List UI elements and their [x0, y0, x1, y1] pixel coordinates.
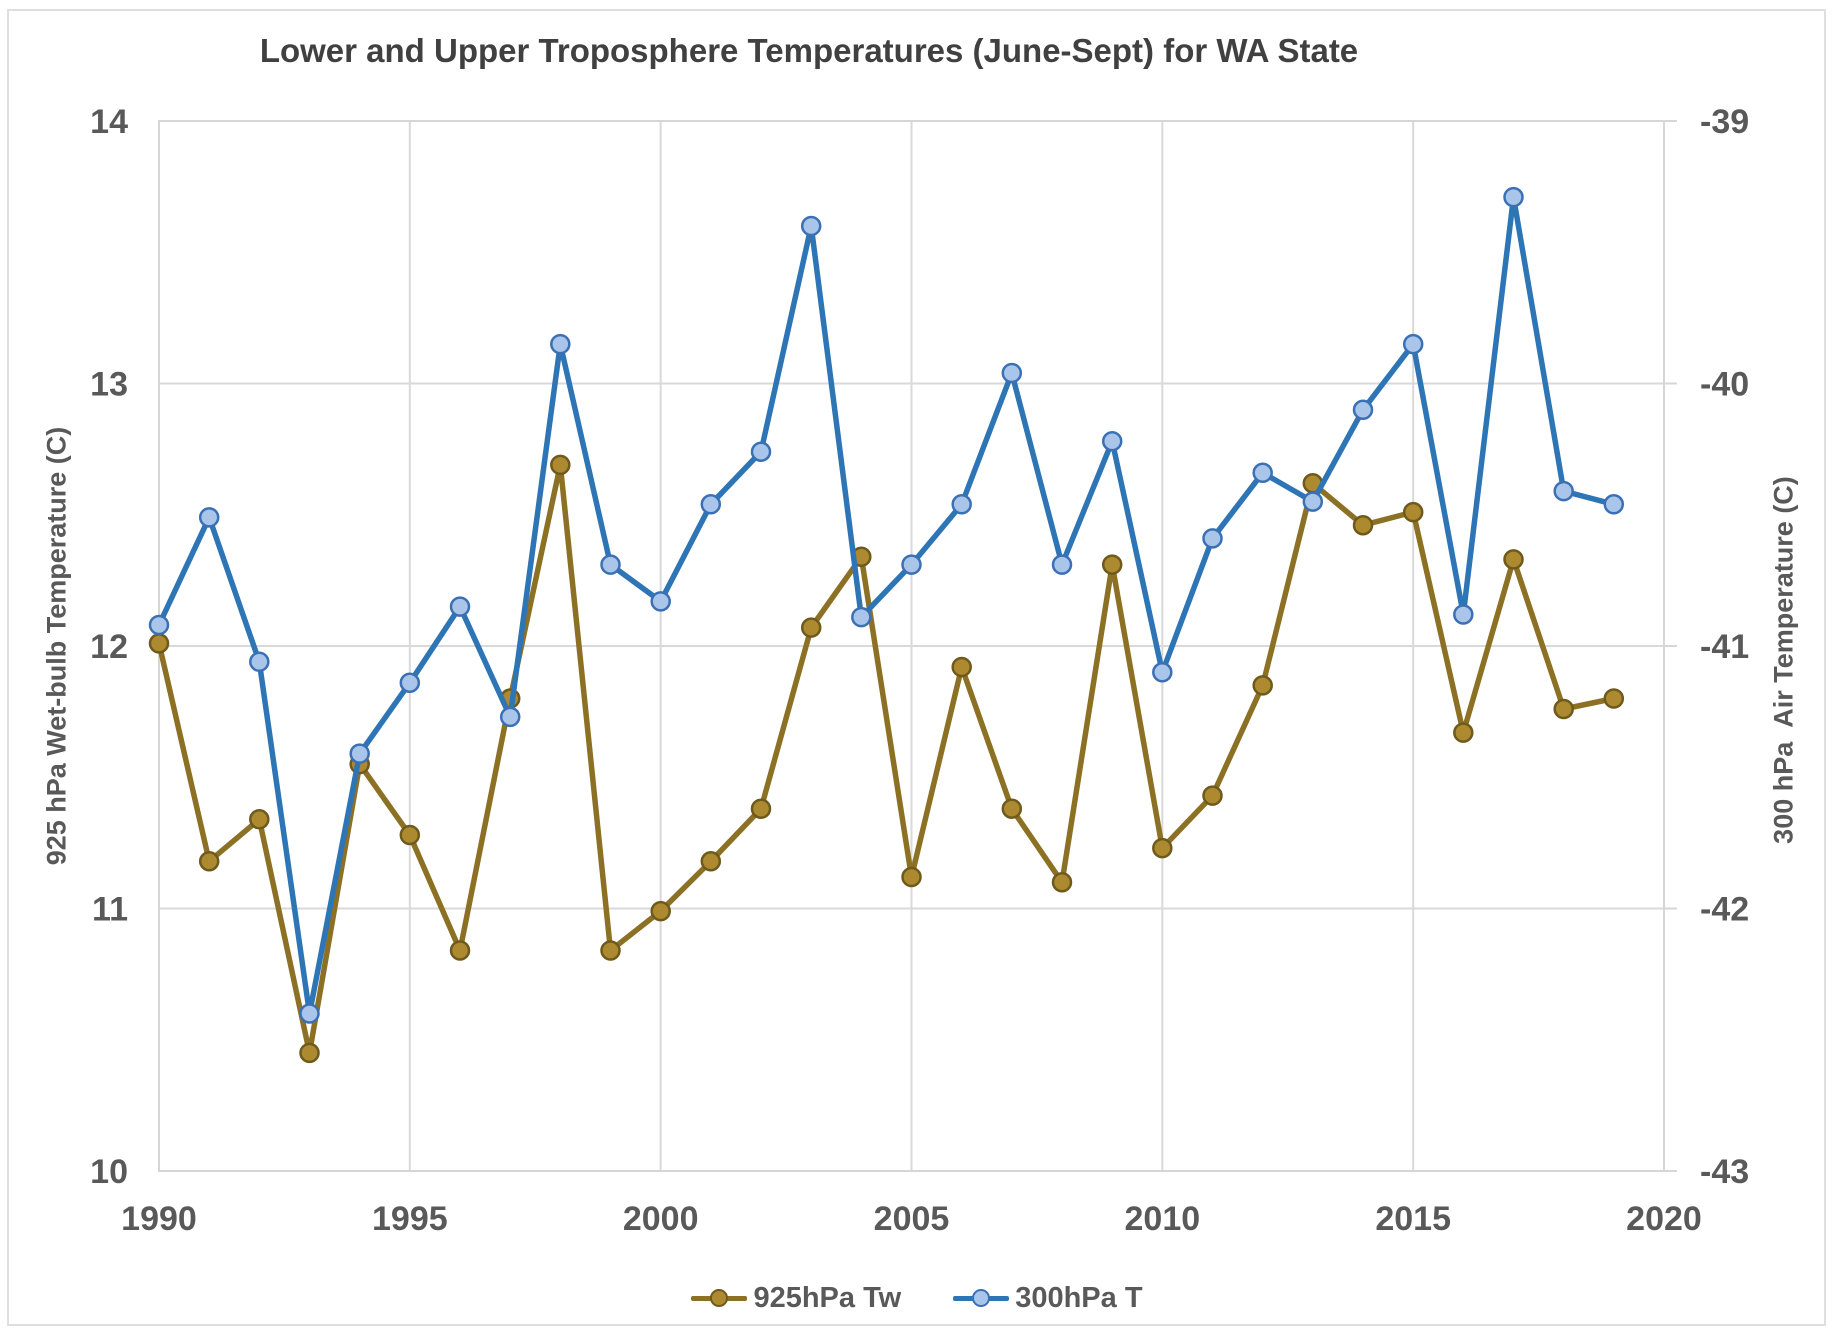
left-axis-tick-label: 12 — [90, 628, 128, 666]
data-point-300hPa-T-2006[interactable] — [951, 494, 972, 515]
data-point-300hPa-T-1999[interactable] — [600, 554, 621, 575]
legend-marker-300hPa-T — [953, 1288, 1010, 1308]
data-point-300hPa-T-1990[interactable] — [148, 614, 170, 636]
data-point-300hPa-T-2008[interactable] — [1051, 554, 1073, 575]
data-point-925hPa-Tw-2005[interactable] — [901, 866, 922, 888]
legend-item-925hPa-Tw[interactable]: 925hPa Tw — [691, 1282, 901, 1315]
data-point-925hPa-Tw-2011[interactable] — [1202, 785, 1223, 806]
data-point-925hPa-Tw-2006[interactable] — [951, 656, 972, 678]
data-point-300hPa-T-2018[interactable] — [1553, 480, 1574, 502]
data-point-300hPa-T-2012[interactable] — [1252, 462, 1273, 484]
data-point-925hPa-Tw-1993[interactable] — [299, 1042, 320, 1064]
data-point-925hPa-Tw-2017[interactable] — [1503, 549, 1524, 570]
data-point-925hPa-Tw-2002[interactable] — [750, 798, 772, 819]
series-line-300hPa-T[interactable] — [156, 194, 1617, 1017]
left-axis-tick-label: 11 — [92, 891, 128, 929]
data-point-925hPa-Tw-2007[interactable] — [1001, 798, 1023, 819]
data-point-925hPa-Tw-1991[interactable] — [198, 851, 220, 872]
x-axis-tick-label: 1995 — [372, 1200, 448, 1238]
x-axis-tick-label: 2015 — [1375, 1200, 1451, 1238]
right-axis-tick-label: -42 — [1700, 891, 1749, 929]
data-point-300hPa-T-2002[interactable] — [750, 441, 772, 462]
data-point-300hPa-T-2017[interactable] — [1503, 186, 1524, 208]
right-axis-tick-label: -39 — [1700, 103, 1749, 141]
data-point-925hPa-Tw-2016[interactable] — [1453, 722, 1474, 743]
data-point-925hPa-Tw-2001[interactable] — [700, 851, 722, 872]
data-point-925hPa-Tw-2012[interactable] — [1252, 675, 1273, 696]
left-axis-tick-label: 14 — [90, 103, 128, 141]
data-point-300hPa-T-2014[interactable] — [1352, 399, 1374, 421]
legend-label-925hPa-Tw: 925hPa Tw — [753, 1281, 902, 1314]
data-point-300hPa-T-2011[interactable] — [1202, 528, 1223, 549]
data-point-925hPa-Tw-1990[interactable] — [148, 633, 170, 654]
chart-title: Lower and Upper Troposphere Temperatures… — [259, 32, 1359, 69]
x-axis-tick-label: 2020 — [1626, 1200, 1702, 1238]
data-point-925hPa-Tw-2009[interactable] — [1101, 554, 1123, 575]
data-point-300hPa-T-2001[interactable] — [700, 494, 722, 515]
data-point-925hPa-Tw-2000[interactable] — [650, 900, 671, 922]
left-axis-tick-label: 10 — [90, 1153, 128, 1191]
data-point-925hPa-Tw-1995[interactable] — [399, 824, 421, 846]
data-point-300hPa-T-2010[interactable] — [1152, 662, 1173, 683]
data-point-300hPa-T-2009[interactable] — [1101, 430, 1123, 452]
x-axis-tick-label: 2010 — [1125, 1200, 1201, 1238]
data-point-925hPa-Tw-2019[interactable] — [1603, 688, 1625, 709]
data-point-925hPa-Tw-2014[interactable] — [1352, 514, 1374, 536]
data-point-300hPa-T-1998[interactable] — [550, 333, 571, 355]
legend-item-300hPa-T[interactable]: 300hPa T — [953, 1281, 1143, 1315]
right-axis-tick-label: -43 — [1700, 1153, 1749, 1191]
legend-marker-925hPa-Tw — [691, 1288, 748, 1308]
data-point-925hPa-Tw-2015[interactable] — [1402, 501, 1424, 523]
data-point-300hPa-T-2019[interactable] — [1603, 494, 1625, 515]
data-point-925hPa-Tw-1996[interactable] — [449, 940, 471, 961]
legend-label-300hPa-T: 300hPa T — [1015, 1281, 1143, 1314]
data-point-925hPa-Tw-1992[interactable] — [249, 809, 270, 830]
data-point-300hPa-T-2003[interactable] — [800, 215, 822, 237]
data-point-925hPa-Tw-2003[interactable] — [800, 617, 822, 638]
right-axis-tick-label: -41 — [1700, 628, 1749, 666]
data-point-300hPa-T-1991[interactable] — [198, 507, 220, 528]
data-point-300hPa-T-1994[interactable] — [349, 743, 370, 764]
data-point-300hPa-T-2013[interactable] — [1302, 491, 1324, 512]
data-point-925hPa-Tw-1999[interactable] — [600, 940, 621, 961]
x-axis-tick-label: 2005 — [874, 1200, 950, 1238]
data-point-925hPa-Tw-2008[interactable] — [1051, 872, 1073, 893]
data-point-300hPa-T-1997[interactable] — [499, 706, 521, 728]
left-axis-tick-label: 13 — [90, 366, 128, 404]
data-point-300hPa-T-2000[interactable] — [650, 591, 671, 612]
x-axis-tick-label: 1990 — [121, 1200, 197, 1238]
data-point-300hPa-T-2004[interactable] — [851, 606, 872, 628]
data-point-300hPa-T-1993[interactable] — [299, 1003, 320, 1024]
data-point-300hPa-T-1992[interactable] — [249, 651, 270, 673]
data-point-300hPa-T-2005[interactable] — [901, 554, 922, 575]
data-point-300hPa-T-1995[interactable] — [399, 672, 421, 694]
right-axis-tick-label: -40 — [1700, 366, 1749, 404]
data-point-925hPa-Tw-2018[interactable] — [1553, 698, 1574, 720]
data-point-300hPa-T-2016[interactable] — [1453, 604, 1474, 625]
data-point-925hPa-Tw-2010[interactable] — [1152, 837, 1173, 859]
x-axis-tick-label: 2000 — [623, 1200, 699, 1238]
data-point-300hPa-T-2015[interactable] — [1402, 333, 1424, 355]
series-line-925hPa-Tw[interactable] — [156, 462, 1617, 1056]
data-point-300hPa-T-1996[interactable] — [449, 596, 471, 617]
legend: 925hPa Tw 300hPa T — [0, 1272, 1834, 1324]
data-point-925hPa-Tw-1998[interactable] — [550, 454, 571, 476]
data-point-300hPa-T-2007[interactable] — [1001, 362, 1023, 384]
